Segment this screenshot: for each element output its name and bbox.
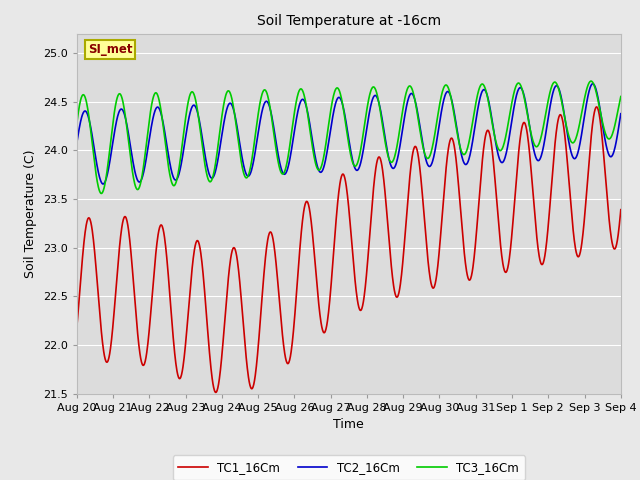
Text: SI_met: SI_met xyxy=(88,43,132,56)
Line: TC2_16Cm: TC2_16Cm xyxy=(77,84,621,184)
TC1_16Cm xyxy=(180,351,188,357)
TC2_16Cm xyxy=(195,112,202,118)
TC3_16Cm xyxy=(587,78,595,84)
TC3_16Cm xyxy=(434,115,442,120)
TC3_16Cm xyxy=(97,191,105,196)
TC2_16Cm xyxy=(617,111,625,117)
TC3_16Cm xyxy=(505,119,513,124)
TC1_16Cm xyxy=(194,238,202,244)
Line: TC3_16Cm: TC3_16Cm xyxy=(77,81,621,193)
TC1_16Cm xyxy=(505,261,513,267)
TC1_16Cm xyxy=(593,104,600,110)
TC1_16Cm xyxy=(73,324,81,330)
Y-axis label: Soil Temperature (C): Soil Temperature (C) xyxy=(24,149,37,278)
TC2_16Cm xyxy=(99,181,107,187)
Line: TC1_16Cm: TC1_16Cm xyxy=(77,107,621,392)
TC3_16Cm xyxy=(181,120,189,126)
X-axis label: Time: Time xyxy=(333,418,364,431)
TC2_16Cm xyxy=(181,139,189,144)
TC2_16Cm xyxy=(589,81,596,86)
TC3_16Cm xyxy=(553,81,561,86)
TC1_16Cm xyxy=(434,266,442,272)
TC3_16Cm xyxy=(73,120,81,126)
TC2_16Cm xyxy=(553,83,561,89)
TC3_16Cm xyxy=(195,112,202,118)
TC1_16Cm xyxy=(255,334,263,340)
TC2_16Cm xyxy=(73,140,81,146)
TC1_16Cm xyxy=(553,127,561,133)
TC2_16Cm xyxy=(255,125,263,131)
TC1_16Cm xyxy=(617,207,625,213)
TC3_16Cm xyxy=(255,106,263,112)
Legend: TC1_16Cm, TC2_16Cm, TC3_16Cm: TC1_16Cm, TC2_16Cm, TC3_16Cm xyxy=(173,456,525,480)
TC1_16Cm xyxy=(212,389,220,395)
TC2_16Cm xyxy=(505,139,513,144)
TC2_16Cm xyxy=(434,133,442,139)
Title: Soil Temperature at -16cm: Soil Temperature at -16cm xyxy=(257,14,441,28)
TC3_16Cm xyxy=(617,94,625,99)
